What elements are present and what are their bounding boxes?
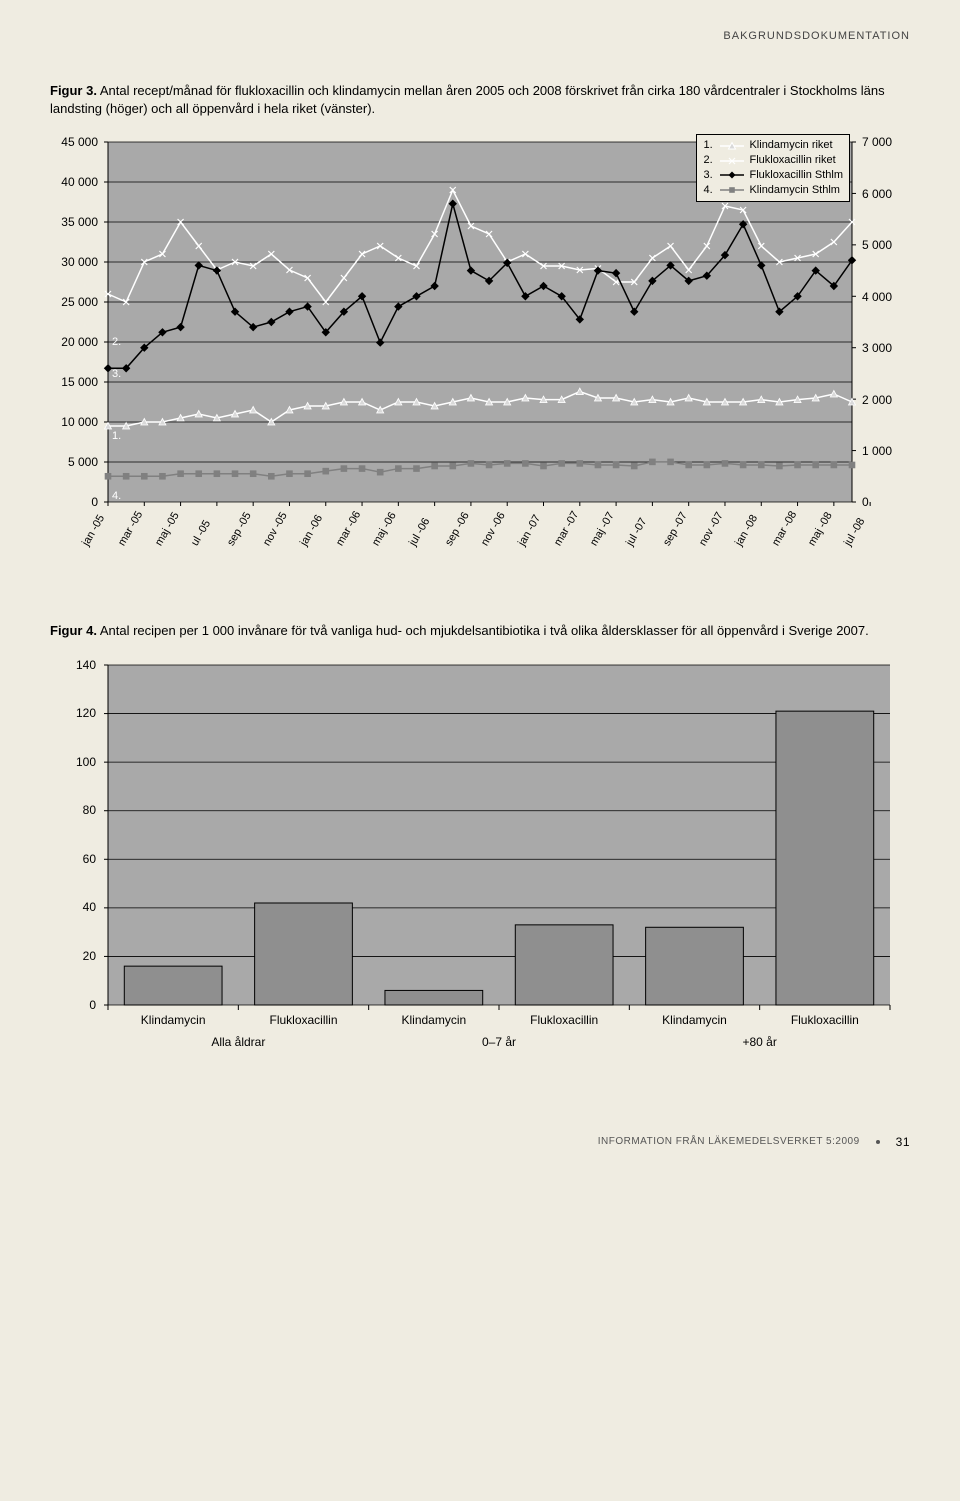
right-axis-tick: 5 000	[862, 238, 912, 252]
legend-row: 1.Klindamycin riket	[703, 138, 843, 153]
header-title: BAKGRUNDSDOKUMENTATION	[723, 30, 910, 42]
right-axis-tick: 0	[862, 495, 912, 509]
page-footer: INFORMATION FRÅN LÄKEMEDELSVERKET 5:2009…	[50, 1135, 910, 1149]
bar-group-label: Alla åldrar	[211, 1035, 265, 1049]
figure4-caption-bold: Figur 4.	[50, 623, 97, 638]
bar-x-label: Flukloxacillin	[791, 1013, 859, 1027]
bar-group-label: +80 år	[742, 1035, 776, 1049]
footer-dot-icon	[876, 1140, 880, 1144]
figure3-caption: Figur 3. Antal recept/månad för flukloxa…	[50, 82, 910, 118]
left-axis-tick: 30 000	[48, 255, 98, 269]
left-axis-tick: 10 000	[48, 415, 98, 429]
figure4-svg	[50, 655, 910, 1075]
left-axis-tick: 5 000	[48, 455, 98, 469]
right-axis-tick: 4 000	[862, 290, 912, 304]
figure3-chart: 0 5 000 10 000 15 000 20 000 25 000 30 000 35 0…	[50, 132, 910, 562]
bar-x-label: Flukloxacillin	[530, 1013, 598, 1027]
figure4-caption-rest: Antal recipen per 1 000 invånare för två…	[97, 623, 869, 638]
figure3-caption-rest: Antal recept/månad för flukloxacillin oc…	[50, 83, 885, 116]
left-axis-tick: 35 000	[48, 215, 98, 229]
footer-text: INFORMATION FRÅN LÄKEMEDELSVERKET 5:2009	[598, 1136, 860, 1147]
series-number-label: 1.	[112, 430, 121, 442]
legend-row: 4.Klindamycin Sthlm	[703, 183, 843, 198]
page-header: BAKGRUNDSDOKUMENTATION	[50, 30, 910, 42]
figure4-chart: 0 20 40 60 80 100 120 140 Klindamycin Flukloxacil…	[50, 655, 910, 1075]
left-axis-tick: 0	[48, 495, 98, 509]
right-axis-tick: 2 000	[862, 393, 912, 407]
left-axis-tick: 20 000	[48, 335, 98, 349]
bar-y-tick: 0	[60, 998, 96, 1012]
bar-y-tick: 40	[60, 900, 96, 914]
series-number-label: 2.	[112, 336, 121, 348]
bar-y-tick: 80	[60, 803, 96, 817]
bar-y-tick: 60	[60, 852, 96, 866]
right-axis-tick: 7 000	[862, 135, 912, 149]
bar-y-tick: 100	[60, 755, 96, 769]
legend-row: 3.Flukloxacillin Sthlm	[703, 168, 843, 183]
right-axis-tick: 1 000	[862, 444, 912, 458]
figure3-caption-bold: Figur 3.	[50, 83, 97, 98]
left-axis-tick: 40 000	[48, 175, 98, 189]
bar-y-tick: 140	[60, 658, 96, 672]
figure3-legend: 1.Klindamycin riket2.Flukloxacillin rike…	[696, 134, 850, 201]
left-axis-tick: 15 000	[48, 375, 98, 389]
series-number-label: 4.	[112, 490, 121, 502]
left-axis-tick: 45 000	[48, 135, 98, 149]
series-number-label: 3.	[112, 368, 121, 380]
bar-x-label: Flukloxacillin	[269, 1013, 337, 1027]
bar-y-tick: 20	[60, 949, 96, 963]
legend-row: 2.Flukloxacillin riket	[703, 153, 843, 168]
bar-group-label: 0–7 år	[482, 1035, 516, 1049]
footer-page: 31	[896, 1135, 910, 1149]
left-axis-tick: 25 000	[48, 295, 98, 309]
right-axis-tick: 3 000	[862, 341, 912, 355]
bar-x-label: Klindamycin	[662, 1013, 727, 1027]
figure4-caption: Figur 4. Antal recipen per 1 000 invånar…	[50, 622, 910, 640]
bar-x-label: Klindamycin	[401, 1013, 466, 1027]
bar-y-tick: 120	[60, 706, 96, 720]
bar-x-label: Klindamycin	[141, 1013, 206, 1027]
right-axis-tick: 6 000	[862, 187, 912, 201]
